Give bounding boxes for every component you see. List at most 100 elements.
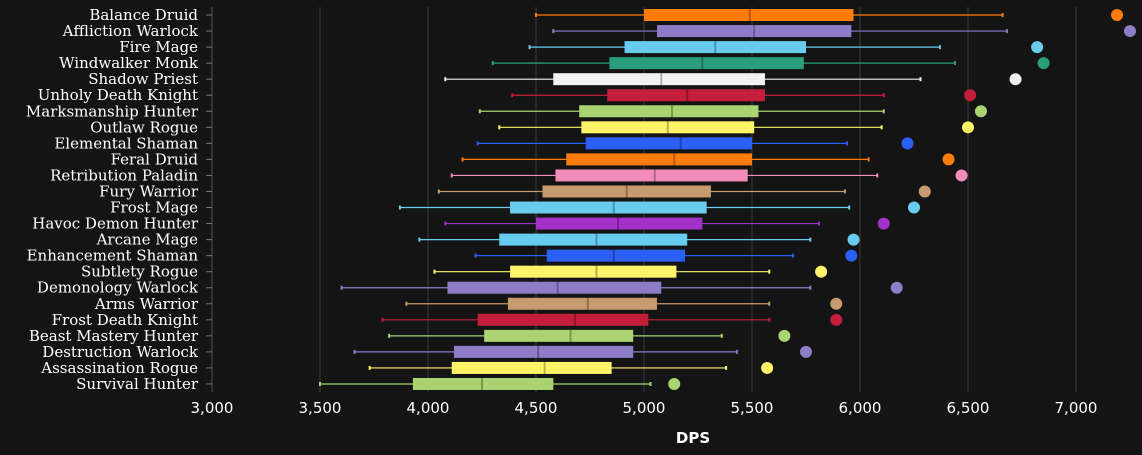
category-label: Fire Mage (119, 38, 198, 56)
box-iqr (624, 41, 806, 54)
outlier-point (908, 201, 920, 214)
category-label: Marksmanship Hunter (26, 102, 199, 120)
box-iqr (555, 169, 748, 182)
box-iqr (607, 89, 765, 102)
box-iqr (644, 9, 854, 22)
category-label: Havoc Demon Hunter (32, 215, 199, 233)
category-label: Frost Mage (110, 199, 198, 217)
outlier-point (761, 361, 774, 374)
box-group (450, 169, 968, 182)
box-iqr (477, 313, 649, 326)
box-group (535, 9, 1124, 22)
box-iqr (542, 185, 711, 198)
outlier-point (1031, 41, 1044, 54)
outlier-point (830, 297, 843, 310)
outlier-point (815, 265, 828, 278)
category-label: Balance Druid (89, 6, 198, 24)
category-label: Enhancement Shaman (27, 247, 199, 265)
box-series (319, 9, 1136, 390)
x-axis-title: DPS (676, 429, 710, 447)
outlier-point (974, 105, 987, 118)
box-iqr (546, 249, 686, 262)
outlier-point (847, 233, 860, 246)
outlier-point (962, 121, 974, 134)
box-iqr (656, 25, 852, 38)
box-iqr (609, 57, 804, 70)
grid-lines (211, 7, 1077, 392)
box-iqr (581, 121, 755, 134)
box-iqr (510, 201, 707, 214)
box-group (511, 89, 977, 102)
category-label: Frost Death Knight (52, 311, 198, 329)
category-label: Arcane Mage (96, 231, 199, 249)
y-axis-ticks (206, 14, 212, 385)
box-group (433, 265, 828, 278)
outlier-point (778, 329, 791, 342)
box-iqr (412, 377, 554, 390)
box-group (461, 153, 955, 166)
box-iqr (453, 345, 634, 358)
box-group (491, 57, 1050, 70)
outlier-point (668, 377, 681, 390)
box-iqr (499, 233, 688, 246)
box-group (381, 313, 843, 326)
box-iqr (510, 265, 677, 278)
category-label: Outlaw Rogue (90, 118, 198, 136)
box-group (444, 73, 1022, 86)
outlier-point (901, 137, 914, 150)
outlier-point (845, 249, 858, 262)
category-label: Retribution Paladin (50, 166, 198, 184)
box-iqr (566, 153, 752, 166)
box-group (444, 217, 890, 230)
category-label: Elemental Shaman (54, 134, 198, 152)
outlier-point (877, 217, 890, 230)
box-group (340, 281, 903, 294)
x-tick-label: 5,500 (731, 399, 774, 417)
box-group (474, 249, 858, 262)
outlier-point (830, 313, 843, 326)
box-group (552, 25, 1136, 38)
box-group (388, 329, 791, 342)
outlier-point (1111, 9, 1124, 22)
box-group (528, 41, 1044, 54)
category-label: Survival Hunter (76, 375, 199, 393)
outlier-point (1009, 73, 1022, 86)
box-iqr (553, 73, 765, 86)
box-iqr (585, 137, 752, 150)
box-group (478, 105, 987, 118)
x-tick-label: 7,000 (1055, 399, 1098, 417)
box-group (418, 233, 860, 246)
x-tick-label: 3,500 (299, 399, 342, 417)
box-group (498, 121, 974, 134)
category-label: Fury Warrior (99, 182, 199, 200)
outlier-point (890, 281, 903, 294)
box-group (319, 377, 681, 390)
box-group (353, 345, 812, 358)
outlier-point (955, 169, 968, 182)
category-label: Beast Mastery Hunter (29, 327, 199, 345)
category-label: Subtlety Rogue (81, 263, 198, 281)
x-tick-label: 6,500 (947, 399, 990, 417)
x-tick-label: 4,500 (515, 399, 558, 417)
box-group (476, 137, 914, 150)
outlier-point (964, 89, 977, 102)
x-axis-labels: 3,000 3,500 4,000 4,500 5,000 5,500 6,000 6,500… (191, 399, 1098, 417)
category-label: Demonology Warlock (37, 279, 199, 297)
box-group (398, 201, 920, 214)
box-iqr (536, 217, 703, 230)
category-label: Arms Warrior (94, 295, 199, 313)
x-tick-label: 4,000 (407, 399, 450, 417)
x-tick-label: 3,000 (191, 399, 234, 417)
category-label: Feral Druid (111, 150, 199, 168)
box-iqr (579, 105, 759, 118)
box-iqr (447, 281, 662, 294)
category-label: Windwalker Monk (59, 54, 199, 72)
outlier-point (800, 345, 812, 358)
box-group (405, 297, 843, 310)
category-label: Destruction Warlock (42, 343, 199, 361)
box-iqr (451, 361, 612, 374)
box-group (368, 361, 774, 374)
outlier-point (942, 153, 955, 166)
